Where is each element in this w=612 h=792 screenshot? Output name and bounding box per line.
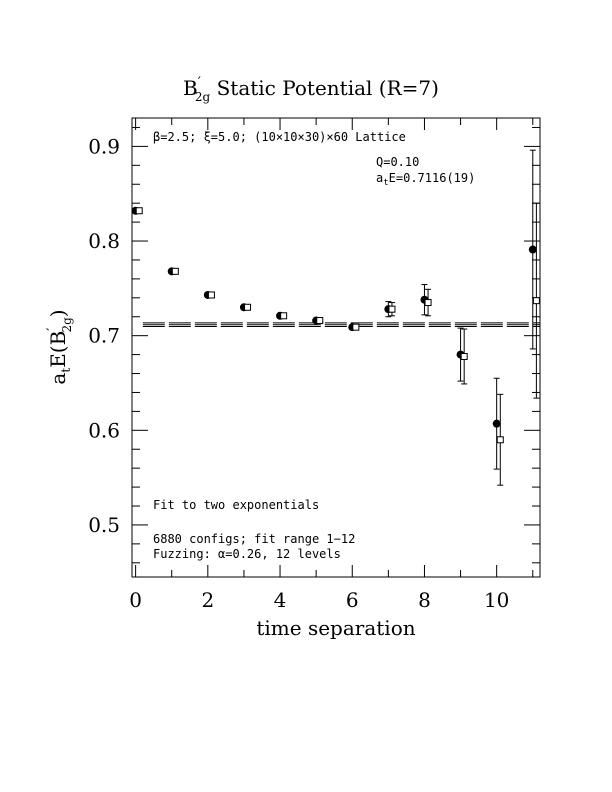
fit-lines	[142, 322, 540, 327]
data-point-square	[280, 312, 288, 320]
chart-title: B′ 2g Static Potential (R=7)	[183, 75, 439, 104]
data-point-square	[207, 291, 215, 299]
y-tick-label: 0.9	[88, 134, 120, 158]
data-point-square	[316, 317, 324, 325]
y-tick-label: 0.6	[88, 418, 120, 442]
x-tick-label: 0	[129, 588, 142, 612]
lattice-annotation: β=2.5; ξ=5.0; (10×10×30)×60 Lattice	[153, 130, 406, 144]
data-point-square	[424, 299, 432, 307]
configs-note: 6880 configs; fit range 1−12	[153, 532, 355, 546]
axis-ticks	[132, 118, 540, 577]
data-point-square	[388, 305, 396, 313]
data-point-circle	[528, 245, 537, 254]
data-points	[131, 149, 540, 486]
plot-frame	[131, 117, 541, 578]
y-tick-label: 0.5	[88, 513, 120, 537]
x-tick-label: 10	[484, 588, 509, 612]
x-tick-label: 4	[274, 588, 287, 612]
y-tick-label: 0.7	[88, 324, 120, 348]
axis-tick-labels: 0 2 4 6 8 10 0.5 0.6 0.7 0.8 0.9	[88, 134, 509, 612]
x-tick-label: 2	[201, 588, 214, 612]
ate-annotation: atE=0.7116(19)	[376, 171, 475, 188]
data-point-square	[135, 207, 143, 215]
data-point-square	[532, 297, 540, 305]
data-point-circle	[492, 419, 501, 428]
fit-note: Fit to two exponentials	[153, 498, 319, 512]
data-point-square	[244, 303, 252, 311]
data-point-square	[460, 352, 468, 360]
q-annotation: Q=0.10	[376, 155, 419, 169]
data-point-square	[352, 323, 360, 331]
y-axis-label: atE(B′2g)	[45, 309, 74, 384]
y-tick-label: 0.8	[88, 229, 120, 253]
x-axis-label: time separation	[256, 616, 415, 640]
data-point-square	[496, 436, 504, 444]
x-tick-label: 8	[418, 588, 431, 612]
fuzzing-note: Fuzzing: α=0.26, 12 levels	[153, 547, 341, 561]
x-tick-label: 6	[346, 588, 359, 612]
data-point-square	[171, 267, 179, 275]
